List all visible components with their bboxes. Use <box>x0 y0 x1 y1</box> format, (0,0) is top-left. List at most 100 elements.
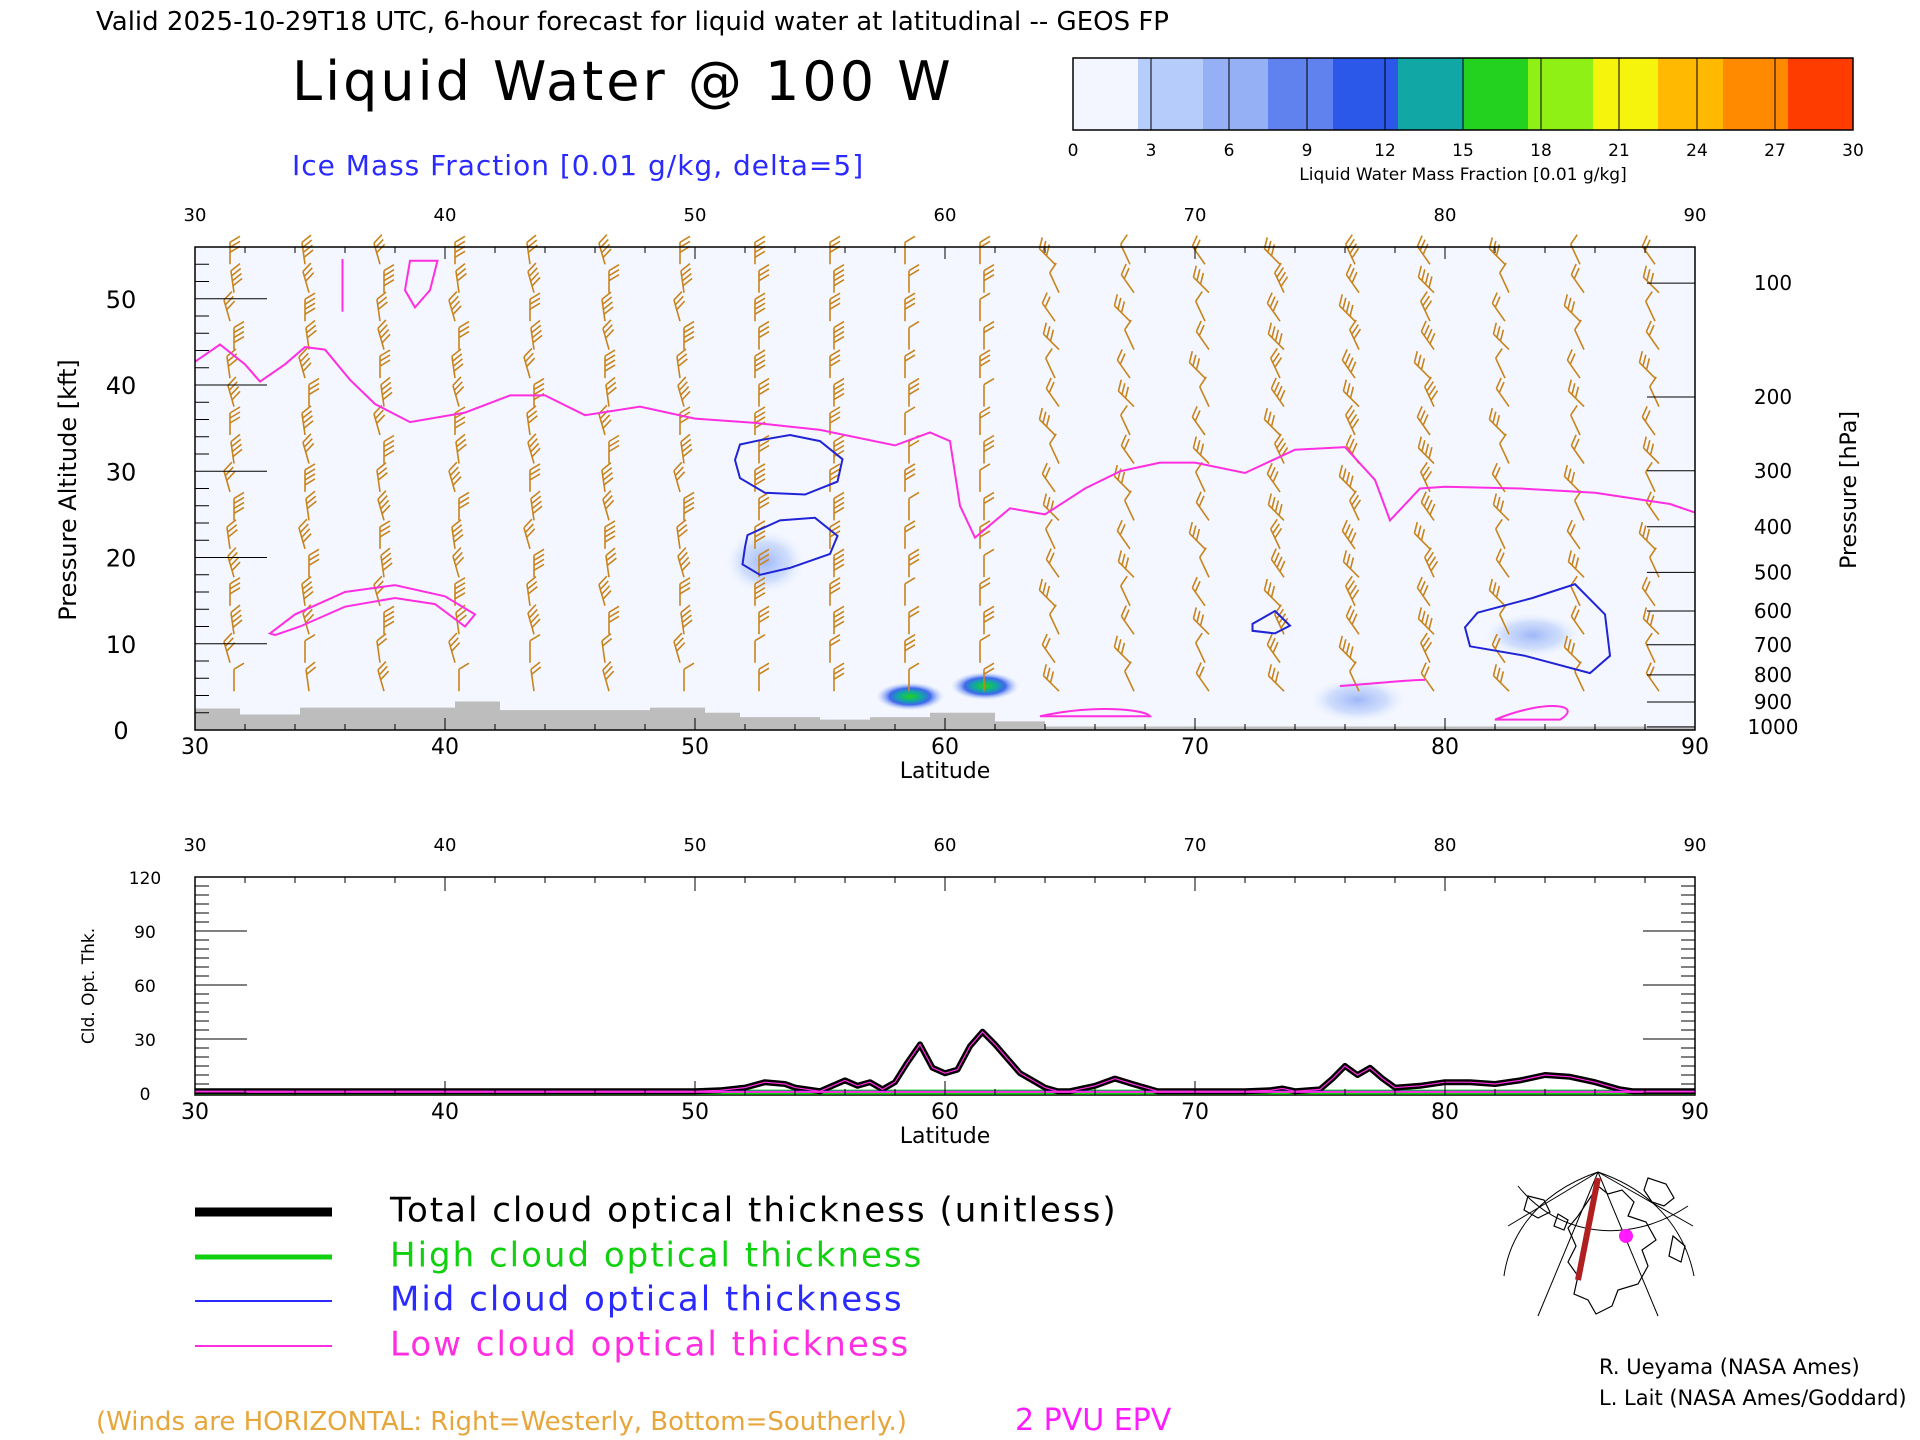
wind-barb-staff <box>1338 464 1356 493</box>
wind-barb <box>833 377 845 407</box>
wind-barb-staff <box>448 290 462 322</box>
wind-barb-staff <box>979 634 991 663</box>
wind-barb <box>754 292 766 322</box>
wind-barb-staff <box>229 406 241 435</box>
wind-barb <box>1045 377 1060 408</box>
wind-barb <box>376 632 388 663</box>
wind-barb-staff <box>1563 635 1581 664</box>
wind-barb <box>1420 662 1435 692</box>
wind-barb <box>455 262 467 293</box>
wind-barb-staff <box>1263 578 1281 607</box>
wind-barb-staff <box>608 434 620 464</box>
wind-barb-staff <box>1416 235 1431 265</box>
wind-barb-staff <box>1642 607 1660 635</box>
wind-barb-staff <box>833 605 845 635</box>
wind-barb-staff <box>608 605 620 635</box>
wind-barb <box>601 291 614 322</box>
wind-barb-staff <box>377 319 391 350</box>
wind-barb <box>233 662 245 692</box>
wind-barb-staff <box>1342 379 1360 408</box>
x-tick-label-bottom: 90 <box>1681 1100 1709 1125</box>
wind-barb-staff <box>1345 605 1360 635</box>
wind-barb <box>758 377 770 407</box>
wind-barb-staff <box>1569 404 1581 436</box>
wind-barb-staff <box>227 376 241 407</box>
wind-barb <box>308 548 320 578</box>
wind-barb-staff <box>1423 547 1439 578</box>
wind-barb-staff <box>1344 575 1360 607</box>
wind-barb <box>223 461 236 493</box>
wind-barb <box>1420 491 1436 521</box>
wind-barb-staff <box>904 235 916 265</box>
colorbar-tick-label: 24 <box>1686 141 1708 161</box>
wind-barb-staff <box>829 520 841 549</box>
wind-barb-staff <box>1123 319 1135 350</box>
wind-barb <box>301 405 314 436</box>
epv-2pvu-line <box>194 343 1696 540</box>
wind-barb <box>979 349 991 379</box>
wind-barb-staff <box>1273 262 1289 294</box>
wind-barb-staff <box>908 320 920 350</box>
wind-barb <box>1488 407 1506 436</box>
wind-barb-staff <box>904 577 916 606</box>
wind-barb <box>1048 262 1060 294</box>
wind-barb-staff <box>452 376 465 407</box>
wind-barb-staff <box>373 404 386 436</box>
wind-barb-staff <box>598 575 612 607</box>
wind-barb-staff <box>455 262 467 293</box>
colorbar-tick-label: 3 <box>1146 141 1157 161</box>
x-tick-label-top: 40 <box>434 205 457 226</box>
wind-barb <box>1263 237 1281 265</box>
wind-barb <box>1119 575 1131 607</box>
y-tick-label: 60 <box>134 977 156 997</box>
wind-barb-staff <box>1119 575 1131 607</box>
wind-barb-staff <box>1044 518 1056 550</box>
wind-barb <box>373 404 386 436</box>
wind-barb-staff <box>523 518 536 550</box>
wind-barb-staff <box>1048 262 1060 294</box>
wind-barb-staff <box>1113 464 1131 493</box>
colorbar-tick-label: 21 <box>1608 141 1630 161</box>
wind-barb <box>904 520 916 549</box>
wind-barb-staff <box>904 292 916 322</box>
wind-barb-staff <box>833 264 845 293</box>
pressure-tick-label: 200 <box>1754 385 1792 409</box>
wind-barb-staff <box>1413 521 1431 550</box>
wind-barb <box>1488 237 1506 265</box>
x-tick-label-top: 50 <box>684 205 707 226</box>
wind-barb <box>305 661 317 692</box>
colorbar-segment <box>1593 58 1659 130</box>
wind-barb-staff <box>983 264 995 293</box>
wind-barb <box>673 632 686 663</box>
wind-barb-staff <box>455 604 467 635</box>
wind-barb-staff <box>754 235 766 265</box>
wind-barb-staff <box>1120 605 1135 635</box>
wind-barb-staff <box>680 262 693 293</box>
wind-barb-staff <box>1113 294 1131 322</box>
wind-barb <box>1120 263 1135 294</box>
wind-barb-staff <box>1116 349 1131 379</box>
wind-barb <box>1266 292 1281 322</box>
wind-barb-staff <box>908 491 920 521</box>
wind-barb-staff <box>451 519 464 550</box>
wind-barb-staff <box>383 605 395 635</box>
wind-barb <box>448 290 462 322</box>
wind-barb-staff <box>758 548 770 578</box>
wind-barb-staff <box>673 461 686 493</box>
wind-barb-staff <box>1567 550 1585 578</box>
x-tick-label-top: 50 <box>684 835 707 856</box>
wind-barb-staff <box>379 349 391 379</box>
wind-barb <box>683 662 695 692</box>
wind-barb <box>1344 404 1360 436</box>
wind-barb-staff <box>754 463 766 492</box>
wind-barb-staff <box>308 548 320 578</box>
wind-barb-staff <box>1263 407 1281 436</box>
wind-barb <box>383 434 395 464</box>
wind-barb <box>455 604 467 635</box>
wind-barb <box>380 547 393 578</box>
wind-barb-staff <box>829 349 841 379</box>
wind-barb-staff <box>452 547 465 578</box>
wind-barb <box>226 519 238 550</box>
wind-barb <box>1191 576 1206 607</box>
wind-barb <box>833 605 845 635</box>
